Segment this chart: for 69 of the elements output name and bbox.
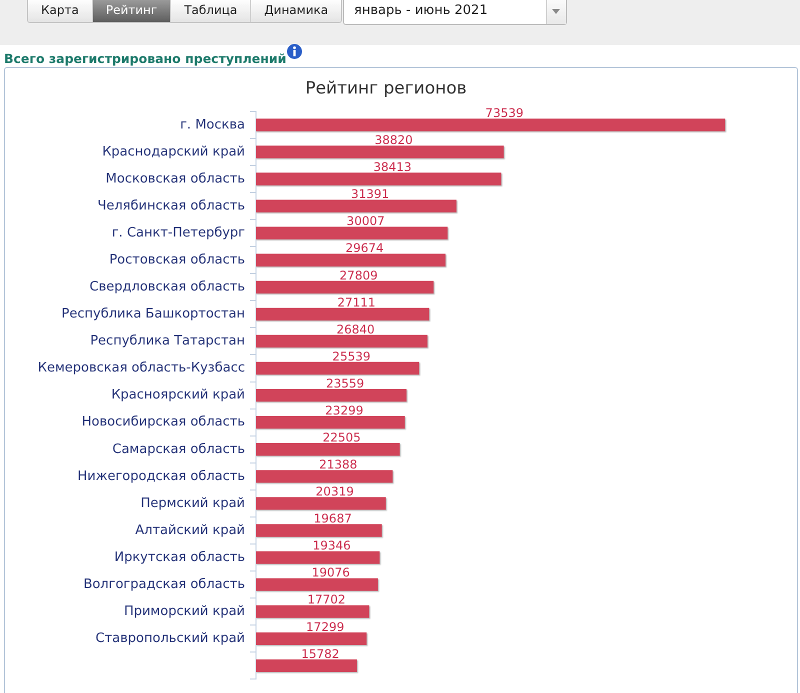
y-tick-label: Иркутская область: [114, 550, 245, 565]
bar: [256, 280, 434, 294]
data-label: 29674: [345, 241, 384, 256]
y-tick-label: Алтайский край: [135, 522, 245, 538]
y-tick-label: Московская область: [106, 171, 245, 186]
dropdown: январь - июнь 2021: [343, 0, 567, 25]
data-label: 30007: [346, 214, 385, 228]
tab: Таблица: [170, 0, 250, 22]
data-label: 19687: [314, 512, 352, 526]
y-tick-label: Челябинская область: [97, 198, 245, 214]
bar: [256, 200, 456, 212]
bar: [256, 172, 502, 186]
y-tick-label: Волгоградская область: [83, 576, 245, 592]
data-label: 15782: [301, 646, 340, 661]
bar: [256, 659, 357, 672]
bar: [256, 254, 446, 266]
bar: [256, 470, 393, 483]
bar: [256, 146, 504, 158]
y-tick-label: Пермский край: [140, 496, 245, 511]
tab: Карта: [28, 0, 92, 22]
data-label: 23559: [326, 376, 364, 390]
y-tick-label: Свердловская область: [90, 280, 245, 295]
y-tick-label: Приморский край: [124, 604, 245, 619]
y-tick-label: Кемеровская область-Кузбасс: [38, 360, 245, 376]
bar: [256, 605, 370, 618]
data-label: 19076: [312, 566, 350, 580]
data-label: 23299: [325, 403, 364, 418]
tab: Рейтинг: [92, 0, 170, 22]
bar: [256, 226, 448, 240]
bar: [256, 308, 430, 321]
bar: [256, 416, 405, 429]
y-tick-label: Новосибирская область: [82, 414, 245, 430]
bar: [256, 551, 380, 564]
bar: [256, 443, 400, 456]
data-label: 26840: [336, 322, 375, 336]
data-label: 27111: [337, 295, 376, 310]
bar: [256, 578, 378, 591]
y-tick-label: Красноярский край: [111, 388, 245, 403]
y-tick-label: Нижегородская область: [78, 468, 245, 484]
data-label: 73539: [485, 106, 524, 120]
bar: [256, 118, 726, 132]
data-label: 38413: [373, 160, 412, 174]
y-tick-label: г. Москва: [180, 117, 245, 132]
data-label: 22505: [322, 430, 361, 444]
y-tick-label: Ставропольский край: [96, 631, 245, 646]
tab: Динамика: [250, 0, 342, 22]
y-tick-label: Республика Татарстан: [90, 334, 245, 349]
chart-title: Рейтинг регионов: [305, 78, 467, 99]
text: Всего зарегистрировано преступлений: [4, 51, 286, 66]
data-label: 17702: [307, 592, 346, 607]
data-label: 38820: [374, 133, 413, 148]
data-label: 21388: [319, 458, 358, 472]
bar: [256, 388, 407, 402]
y-tick-label: Ростовская область: [109, 252, 245, 268]
y-tick-label: Самарская область: [112, 442, 245, 457]
data-label: 31391: [350, 187, 390, 202]
bar: [256, 362, 420, 375]
data-label: 20319: [316, 484, 354, 499]
data-label: 19346: [312, 538, 351, 553]
bar: [256, 524, 382, 537]
bar: [256, 497, 386, 510]
data-label: 27809: [340, 268, 378, 282]
data-label: 17299: [306, 620, 344, 634]
y-tick-label: г. Санкт-Петербург: [112, 225, 246, 240]
bar: [256, 632, 367, 645]
bar: [256, 334, 428, 348]
y-tick-label: Республика Башкортостан: [62, 306, 245, 322]
y-tick-label: Краснодарский край: [102, 144, 245, 160]
data-label: 25539: [332, 349, 370, 364]
